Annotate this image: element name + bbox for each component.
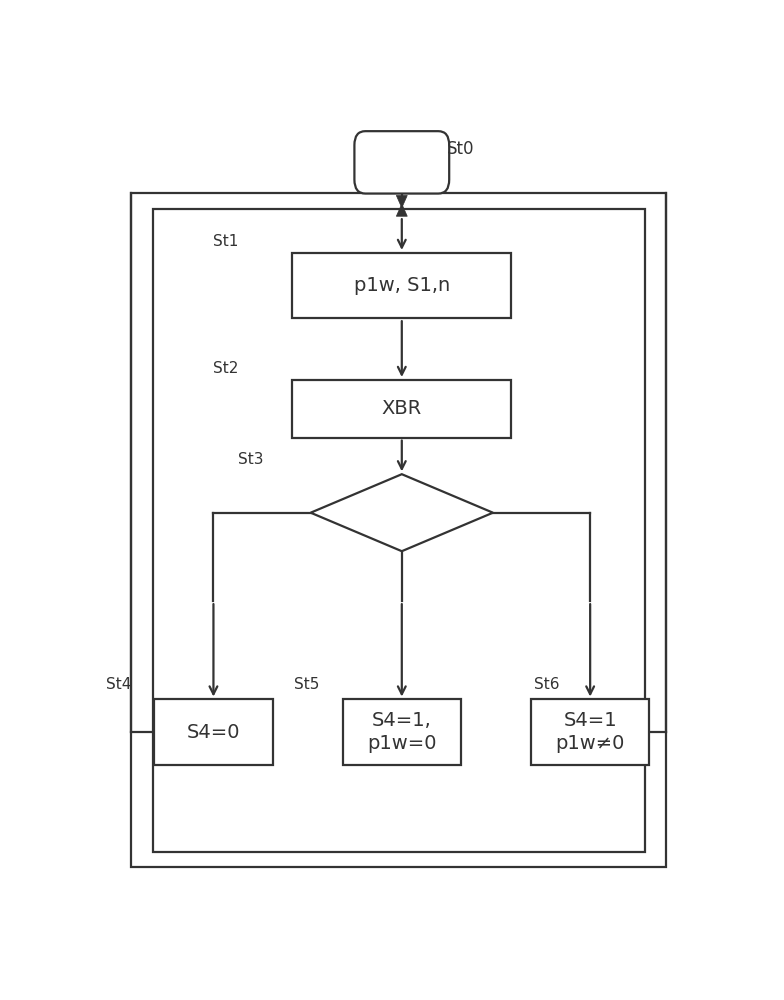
FancyBboxPatch shape [343, 699, 461, 765]
Text: St6: St6 [534, 677, 560, 692]
Text: S4=1,
p1w=0: S4=1, p1w=0 [367, 711, 437, 753]
Text: p1w, S1,n: p1w, S1,n [354, 276, 450, 295]
FancyBboxPatch shape [292, 380, 511, 438]
Polygon shape [397, 195, 407, 208]
Polygon shape [397, 204, 407, 216]
Text: St1: St1 [213, 234, 239, 249]
FancyBboxPatch shape [531, 699, 649, 765]
Text: St4: St4 [106, 677, 131, 692]
Text: S4=1
p1w≠0: S4=1 p1w≠0 [556, 711, 625, 753]
FancyBboxPatch shape [154, 699, 273, 765]
Text: St2: St2 [213, 361, 239, 376]
FancyBboxPatch shape [354, 131, 449, 194]
Text: S4=0: S4=0 [187, 723, 240, 742]
Text: St5: St5 [294, 677, 319, 692]
Polygon shape [310, 474, 493, 551]
Text: St0: St0 [448, 140, 475, 158]
FancyBboxPatch shape [292, 253, 511, 318]
Text: XBR: XBR [382, 399, 422, 418]
Text: St3: St3 [238, 452, 263, 466]
